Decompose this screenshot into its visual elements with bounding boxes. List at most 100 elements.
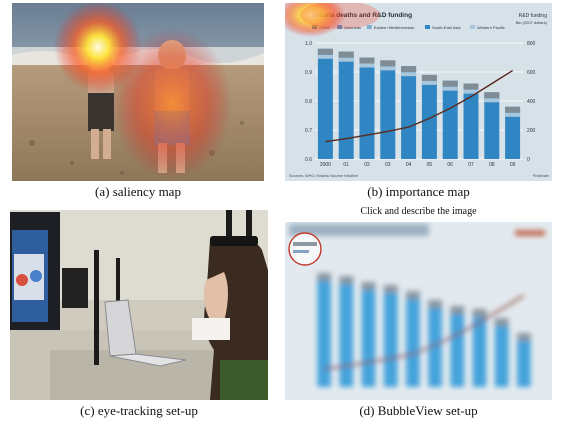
bar bbox=[484, 92, 500, 159]
bar-segment bbox=[505, 112, 521, 117]
bar bbox=[380, 60, 396, 159]
blurred-bar-top bbox=[517, 333, 531, 341]
bar bbox=[317, 48, 333, 159]
legend-label: Western Pacific bbox=[477, 25, 505, 30]
x-tick-label: 09 bbox=[510, 162, 516, 168]
blurred-bar bbox=[450, 306, 465, 387]
x-tick-label: 06 bbox=[447, 162, 453, 168]
bar-segment bbox=[401, 72, 417, 77]
bar-segment bbox=[338, 57, 354, 62]
bar bbox=[421, 74, 437, 159]
bubble-revealed-text bbox=[293, 242, 317, 246]
legend-label: South-East Asia bbox=[432, 25, 461, 30]
blurred-bar-top bbox=[317, 273, 331, 281]
bar bbox=[401, 66, 417, 159]
chart-source: Sources: WHO; Malaria Vaccine Initiative bbox=[289, 174, 358, 178]
x-tick-label: 02 bbox=[364, 162, 370, 168]
bar-segment-top bbox=[359, 57, 375, 64]
legend-label: Eastern Mediterranean bbox=[374, 25, 415, 30]
bar-segment-top bbox=[484, 92, 500, 99]
y-tick-left: 0.8 bbox=[305, 99, 312, 105]
right-axis-title: R&D funding bbox=[519, 13, 548, 19]
bubbleview-panel[interactable] bbox=[285, 222, 552, 400]
legend-label: Americas bbox=[344, 25, 361, 30]
blurred-bar-top bbox=[406, 291, 420, 299]
y-tick-left: 0.9 bbox=[305, 70, 312, 76]
right-axis-unit: $m (2007 dollars) bbox=[516, 20, 548, 25]
blurred-bar-top bbox=[339, 276, 354, 284]
blurred-bar-top bbox=[383, 285, 398, 293]
bar bbox=[338, 51, 354, 160]
y-tick-right: 800 bbox=[527, 41, 536, 47]
bar-segment bbox=[317, 54, 333, 59]
bar-segment bbox=[380, 66, 396, 71]
eye-tracking-photo bbox=[10, 210, 268, 400]
saliency-map-image bbox=[12, 3, 264, 181]
caption-d: (d) BubbleView set-up bbox=[359, 403, 478, 418]
funding-line bbox=[325, 69, 513, 143]
legend-swatch bbox=[425, 25, 430, 29]
y-tick-right: 0 bbox=[527, 157, 530, 163]
legend-swatch bbox=[337, 25, 343, 29]
blurred-bar bbox=[361, 282, 376, 387]
blurred-bar-top bbox=[361, 282, 376, 290]
y-tick-left: 0.7 bbox=[305, 128, 312, 134]
bar-segment-top bbox=[380, 60, 396, 67]
bubble-reveal-circle[interactable] bbox=[288, 232, 322, 266]
bar-segment-top bbox=[317, 48, 333, 55]
bubbleview-prompt: Click and describe the image bbox=[360, 206, 477, 217]
bar-segment bbox=[442, 86, 458, 91]
bar bbox=[359, 57, 375, 159]
blurred-bar-top bbox=[494, 318, 509, 326]
y-tick-left: 1.0 bbox=[305, 41, 312, 47]
x-tick-label: 07 bbox=[468, 162, 474, 168]
blurred-bar bbox=[517, 333, 531, 387]
caption-a: (a) saliency map bbox=[95, 184, 181, 199]
x-tick-label: 08 bbox=[489, 162, 495, 168]
y-tick-right: 200 bbox=[527, 128, 536, 134]
blurred-bar-top bbox=[428, 300, 442, 308]
bar-segment bbox=[463, 89, 479, 94]
blurred-bar bbox=[317, 273, 331, 387]
y-tick-right: 600 bbox=[527, 70, 536, 76]
bar-segment-top bbox=[338, 51, 354, 58]
bar bbox=[463, 83, 479, 159]
importance-map-panel: Malaria deaths and R&D funding R&D fundi… bbox=[285, 3, 552, 181]
eye-tracking-photo-panel bbox=[10, 210, 268, 400]
bar bbox=[442, 80, 458, 159]
bar-segment bbox=[421, 80, 437, 85]
bar-segment bbox=[359, 63, 375, 68]
bubble-revealed-text bbox=[293, 250, 309, 253]
bar-segment bbox=[484, 98, 500, 103]
importance-hotspot-title bbox=[285, 3, 345, 37]
x-tick-label: 03 bbox=[385, 162, 391, 168]
bar-segment-top bbox=[421, 74, 437, 81]
bar bbox=[505, 106, 521, 159]
x-tick-label: 04 bbox=[406, 162, 412, 168]
blurred-bar bbox=[494, 318, 509, 387]
blurred-bar bbox=[406, 291, 420, 387]
x-tick-label: 05 bbox=[427, 162, 433, 168]
legend-swatch bbox=[470, 25, 475, 29]
bubbleview-blurred-chart[interactable] bbox=[285, 222, 552, 400]
chart-note: *Estimate bbox=[533, 174, 549, 178]
blurred-bar-top bbox=[472, 309, 487, 317]
x-tick-label: 01 bbox=[343, 162, 349, 168]
legend-swatch bbox=[366, 25, 372, 29]
y-tick-left: 0.6 bbox=[305, 157, 312, 163]
caption-b: (b) importance map bbox=[367, 184, 470, 199]
x-tick-label: 2000 bbox=[320, 162, 331, 168]
blurred-bar-top bbox=[450, 306, 465, 314]
blurred-bar bbox=[383, 285, 398, 387]
bar-segment-top bbox=[442, 80, 458, 87]
bar-segment-top bbox=[401, 66, 417, 73]
blurred-bar bbox=[428, 300, 442, 387]
y-tick-right: 400 bbox=[527, 99, 536, 105]
importance-hotspot-subtitle bbox=[300, 3, 380, 29]
blurred-bar bbox=[472, 309, 487, 387]
blurred-line bbox=[323, 294, 525, 370]
importance-map-chart: Malaria deaths and R&D funding R&D fundi… bbox=[285, 3, 552, 181]
chart-title: Malaria deaths and R&D funding bbox=[312, 12, 412, 19]
bar-segment-top bbox=[463, 83, 479, 90]
caption-c: (c) eye-tracking set-up bbox=[80, 403, 198, 418]
